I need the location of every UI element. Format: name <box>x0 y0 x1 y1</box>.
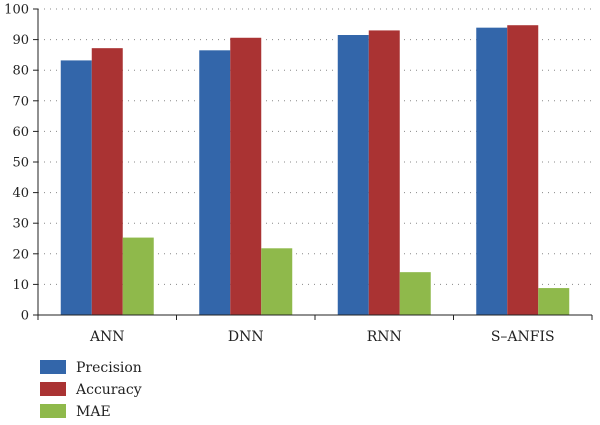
bar-mae <box>399 272 431 315</box>
legend-label-precision: Precision <box>76 360 142 376</box>
bar-accuracy <box>230 37 262 315</box>
legend-swatch-precision <box>40 360 66 374</box>
bars <box>60 25 570 316</box>
y-tick-label: 100 <box>4 3 29 18</box>
legend-label-mae: MAE <box>76 404 111 420</box>
bar-accuracy <box>507 25 539 316</box>
y-tick-label: 30 <box>12 217 29 232</box>
y-tick-label: 60 <box>12 125 29 140</box>
bar-precision <box>60 60 92 315</box>
bar-precision <box>199 50 231 316</box>
bar-mae <box>538 288 570 315</box>
legend-label-accuracy: Accuracy <box>75 382 142 398</box>
y-tick-label: 10 <box>12 278 29 293</box>
y-tick-label: 80 <box>12 64 29 79</box>
y-tick-label: 70 <box>12 94 29 109</box>
category-label: DNN <box>228 329 264 345</box>
legend: Precision Accuracy MAE <box>40 360 142 420</box>
bar-accuracy <box>91 48 123 315</box>
bar-precision <box>476 27 508 315</box>
legend-swatch-accuracy <box>40 382 66 396</box>
y-tick-label: 50 <box>12 156 29 171</box>
category-label: ANN <box>89 329 125 345</box>
y-tick-label: 90 <box>12 33 29 48</box>
y-tick-label: 20 <box>12 247 29 262</box>
y-tick-label: 40 <box>12 186 29 201</box>
grid-lines <box>38 8 592 285</box>
category-labels: ANN DNN RNN S–ANFIS <box>89 329 555 345</box>
axes <box>33 8 593 320</box>
bar-mae <box>261 248 293 315</box>
legend-swatch-mae <box>40 404 66 418</box>
bar-accuracy <box>368 30 400 315</box>
y-tick-label: 0 <box>21 309 29 324</box>
category-label: S–ANFIS <box>491 329 555 345</box>
category-label: RNN <box>367 329 402 345</box>
bar-precision <box>337 35 369 315</box>
y-tick-labels: 0 10 20 30 40 50 60 70 80 90 100 <box>4 3 29 324</box>
bar-mae <box>122 237 154 315</box>
